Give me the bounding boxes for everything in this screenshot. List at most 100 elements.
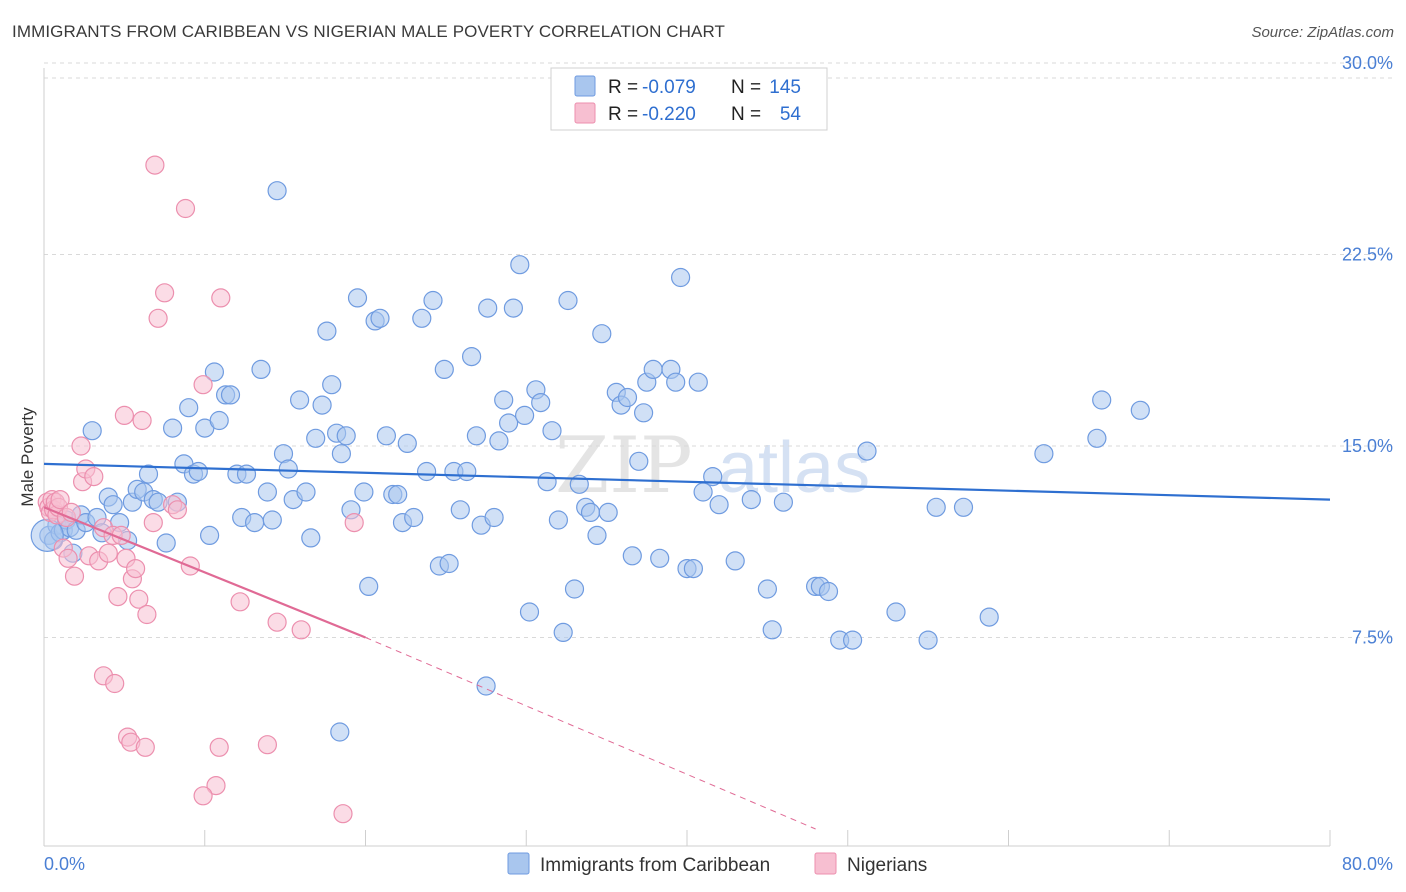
point-caribbean [842,630,863,650]
y-tick-label: 22.5% [1342,245,1393,265]
point-caribbean [278,459,298,479]
trend-line-nigerians-extension [365,637,816,830]
legend-blue-r-value: -0.079 [642,77,696,98]
point-caribbean [886,602,906,622]
point-nigerian [71,436,91,456]
point-caribbean [688,372,708,392]
bottom-legend-swatch-blue [507,852,530,875]
watermark-atlas: atlas [718,428,870,508]
point-caribbean [220,385,241,405]
point-caribbean [693,482,713,502]
point-nigerian [230,592,250,612]
point-caribbean [926,497,946,517]
point-caribbean [757,579,778,599]
point-caribbean [1130,400,1150,420]
point-caribbean [82,421,102,441]
legend-box [550,67,828,131]
y-tick-labels: 7.5% 15.0% 22.5% 30.0% [1342,53,1393,648]
point-caribbean [741,490,761,510]
y-tick-label: 7.5% [1352,628,1393,648]
point-nigerian [193,375,213,395]
point-caribbean [773,492,794,512]
legend-blue-n-label: N = [731,77,761,98]
point-nigerian [64,566,85,586]
y-tick-label: 15.0% [1342,436,1393,456]
point-caribbean [537,472,557,492]
point-caribbean [670,267,691,288]
point-nigerian [108,586,128,607]
point-caribbean [245,512,265,533]
point-nigerian [105,673,125,694]
series-nigerians [37,155,364,824]
point-nigerian [291,620,311,640]
bottom-legend: Immigrants from Caribbean Nigerians [507,852,927,876]
legend-pink-r-label: R = [608,104,638,125]
point-caribbean [156,533,176,553]
point-caribbean [296,482,316,502]
point-nigerian [132,410,152,431]
point-caribbean [412,308,432,328]
point-nigerian [209,737,229,757]
point-caribbean [439,553,459,574]
legend: R = -0.079 N = 145 R = -0.220 N = 54 [550,67,828,131]
watermark: ZIP atlas [555,421,870,511]
y-tick-label: 30.0% [1342,53,1393,73]
point-caribbean [979,607,999,627]
point-nigerian [145,155,165,175]
point-nigerian [148,308,168,328]
trend-line-nigerians [43,506,366,639]
point-caribbean [236,464,257,484]
point-nigerian [167,500,187,520]
point-caribbean [478,298,498,318]
x-tick-label-min: 0.0% [44,854,85,874]
point-nigerian [206,775,226,796]
point-caribbean [494,390,514,410]
point-caribbean [388,484,408,505]
point-caribbean [519,602,540,622]
point-caribbean [450,500,470,520]
point-caribbean [558,290,578,311]
point-caribbean [200,525,220,546]
point-caribbean [204,362,224,382]
source-label: Source: ZipAtlas.com [1251,24,1394,41]
point-caribbean [251,359,271,379]
point-caribbean [209,410,229,431]
point-nigerian [135,737,155,757]
point-caribbean [709,495,729,515]
point-caribbean [629,451,649,471]
point-caribbean [457,461,477,482]
legend-pink-r-value: -0.220 [642,104,696,125]
point-caribbean [306,428,326,448]
bottom-legend-label-nigerians: Nigerians [847,855,927,876]
point-nigerian [175,198,196,219]
point-caribbean [703,467,723,487]
point-nigerian [143,512,163,533]
point-caribbean [312,395,332,415]
point-caribbean [423,290,443,311]
point-nigerian [257,735,277,755]
point-caribbean [542,421,562,441]
point-caribbean [857,441,877,461]
legend-swatch-pink [574,102,596,124]
point-caribbean [580,502,601,523]
point-caribbean [434,359,454,379]
point-caribbean [347,288,368,308]
point-caribbean [725,551,745,571]
point-nigerian [344,512,364,533]
point-nigerian [333,804,353,824]
watermark-zip: ZIP [555,421,693,511]
point-caribbean [376,426,396,446]
point-caribbean [301,528,321,548]
point-caribbean [484,507,504,528]
point-caribbean [336,426,356,446]
point-caribbean [762,620,782,640]
point-caribbean [462,347,482,367]
x-tick-label-max: 80.0% [1342,854,1393,874]
point-caribbean [466,426,486,446]
point-caribbean [330,722,350,742]
bottom-legend-swatch-pink [814,852,837,875]
y-axis-label: Male Poverty [18,407,37,507]
point-caribbean [617,387,638,408]
point-nigerian [267,612,287,632]
